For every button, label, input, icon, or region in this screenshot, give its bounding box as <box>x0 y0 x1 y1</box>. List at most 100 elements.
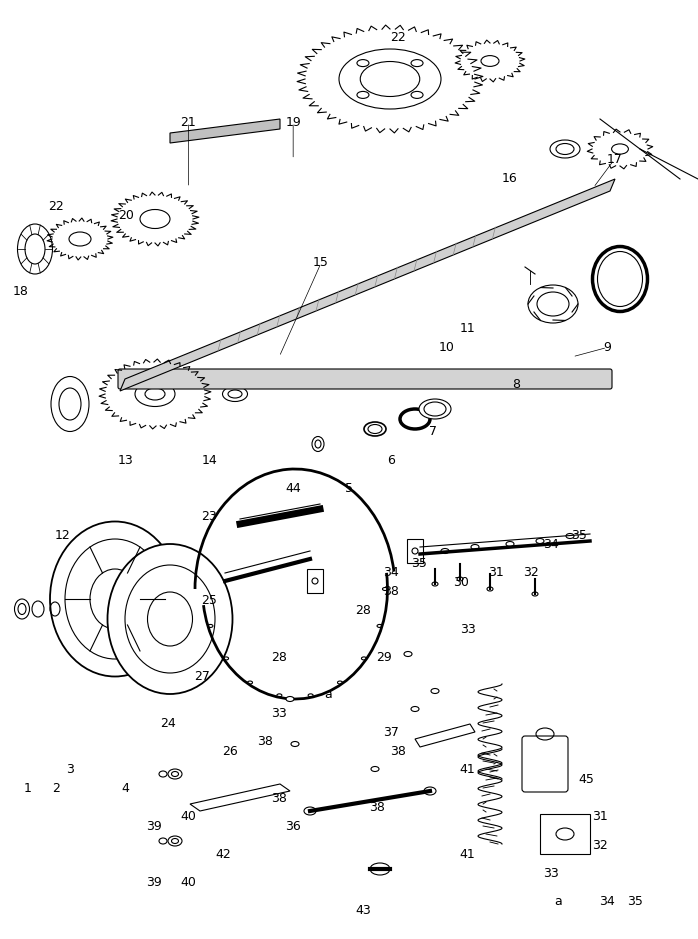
Ellipse shape <box>411 706 419 712</box>
FancyBboxPatch shape <box>522 736 568 792</box>
Ellipse shape <box>370 863 390 875</box>
Text: 34: 34 <box>544 538 559 551</box>
Text: 12: 12 <box>55 529 70 542</box>
Ellipse shape <box>32 601 44 617</box>
Text: 25: 25 <box>202 594 217 608</box>
Text: 13: 13 <box>118 454 133 467</box>
Text: 1: 1 <box>24 782 32 795</box>
Ellipse shape <box>432 582 438 586</box>
Text: 42: 42 <box>216 848 231 861</box>
Text: 41: 41 <box>460 848 475 861</box>
Polygon shape <box>190 784 290 811</box>
Text: 11: 11 <box>460 322 475 335</box>
Text: a: a <box>324 688 332 701</box>
Text: 14: 14 <box>202 454 217 467</box>
Text: 19: 19 <box>285 115 301 129</box>
Text: 35: 35 <box>628 895 643 908</box>
Ellipse shape <box>159 838 167 844</box>
Text: 33: 33 <box>544 867 559 880</box>
Text: 35: 35 <box>411 557 426 570</box>
Text: 17: 17 <box>607 153 622 166</box>
Ellipse shape <box>286 697 294 701</box>
Ellipse shape <box>441 548 449 553</box>
Ellipse shape <box>424 787 436 795</box>
Text: 32: 32 <box>523 566 538 579</box>
Ellipse shape <box>107 544 232 694</box>
Polygon shape <box>170 119 280 143</box>
Text: 34: 34 <box>600 895 615 908</box>
Text: 16: 16 <box>502 172 517 185</box>
Text: 21: 21 <box>181 115 196 129</box>
Ellipse shape <box>371 766 379 772</box>
Text: 22: 22 <box>48 200 64 213</box>
Text: 31: 31 <box>488 566 503 579</box>
Polygon shape <box>307 569 323 593</box>
Text: 18: 18 <box>13 285 29 298</box>
Text: 34: 34 <box>383 566 399 579</box>
Polygon shape <box>415 724 475 747</box>
Text: 37: 37 <box>383 726 399 739</box>
Text: 28: 28 <box>355 604 371 617</box>
Text: 38: 38 <box>369 801 385 814</box>
Text: 23: 23 <box>202 510 217 523</box>
Text: 7: 7 <box>429 425 437 439</box>
Text: 32: 32 <box>593 839 608 852</box>
Text: 39: 39 <box>146 876 161 889</box>
Text: 40: 40 <box>181 810 196 824</box>
Ellipse shape <box>17 224 52 274</box>
Text: 20: 20 <box>118 209 133 223</box>
Text: 22: 22 <box>390 31 406 44</box>
Text: 27: 27 <box>195 670 210 683</box>
Text: 5: 5 <box>345 482 353 495</box>
Text: 35: 35 <box>572 529 587 542</box>
Ellipse shape <box>50 521 180 676</box>
Ellipse shape <box>15 599 29 619</box>
Text: 4: 4 <box>121 782 130 795</box>
Text: 39: 39 <box>146 820 161 833</box>
Ellipse shape <box>536 538 544 544</box>
Ellipse shape <box>419 399 451 419</box>
Text: 30: 30 <box>453 576 468 589</box>
Text: 2: 2 <box>52 782 60 795</box>
Text: 41: 41 <box>460 763 475 777</box>
Ellipse shape <box>431 688 439 694</box>
Ellipse shape <box>532 592 538 596</box>
Text: 31: 31 <box>593 810 608 824</box>
Ellipse shape <box>291 742 299 747</box>
Polygon shape <box>120 179 615 391</box>
Text: 44: 44 <box>285 482 301 495</box>
FancyBboxPatch shape <box>118 369 612 389</box>
Text: 3: 3 <box>66 763 74 777</box>
Text: 43: 43 <box>355 904 371 917</box>
Text: a: a <box>554 895 563 908</box>
Text: 9: 9 <box>603 341 611 354</box>
Ellipse shape <box>51 377 89 432</box>
Ellipse shape <box>404 652 412 656</box>
Text: 38: 38 <box>272 792 287 805</box>
Text: 38: 38 <box>390 745 406 758</box>
Text: 38: 38 <box>383 585 399 598</box>
Text: 6: 6 <box>387 454 395 467</box>
Ellipse shape <box>159 771 167 777</box>
Ellipse shape <box>566 533 574 538</box>
Text: 33: 33 <box>460 623 475 636</box>
Ellipse shape <box>304 807 316 815</box>
Ellipse shape <box>487 587 493 591</box>
Text: 38: 38 <box>258 735 273 748</box>
Text: 40: 40 <box>181 876 196 889</box>
Text: 36: 36 <box>285 820 301 833</box>
Polygon shape <box>407 539 423 563</box>
Text: 26: 26 <box>223 745 238 758</box>
Text: 28: 28 <box>272 651 287 664</box>
Ellipse shape <box>457 577 463 581</box>
Ellipse shape <box>312 437 324 452</box>
Text: 29: 29 <box>376 651 392 664</box>
Ellipse shape <box>506 542 514 546</box>
FancyBboxPatch shape <box>540 814 590 854</box>
Text: 15: 15 <box>313 256 329 269</box>
Ellipse shape <box>471 545 479 549</box>
Text: 10: 10 <box>439 341 454 354</box>
Text: 45: 45 <box>579 773 594 786</box>
Text: 33: 33 <box>272 707 287 720</box>
Ellipse shape <box>168 836 182 846</box>
